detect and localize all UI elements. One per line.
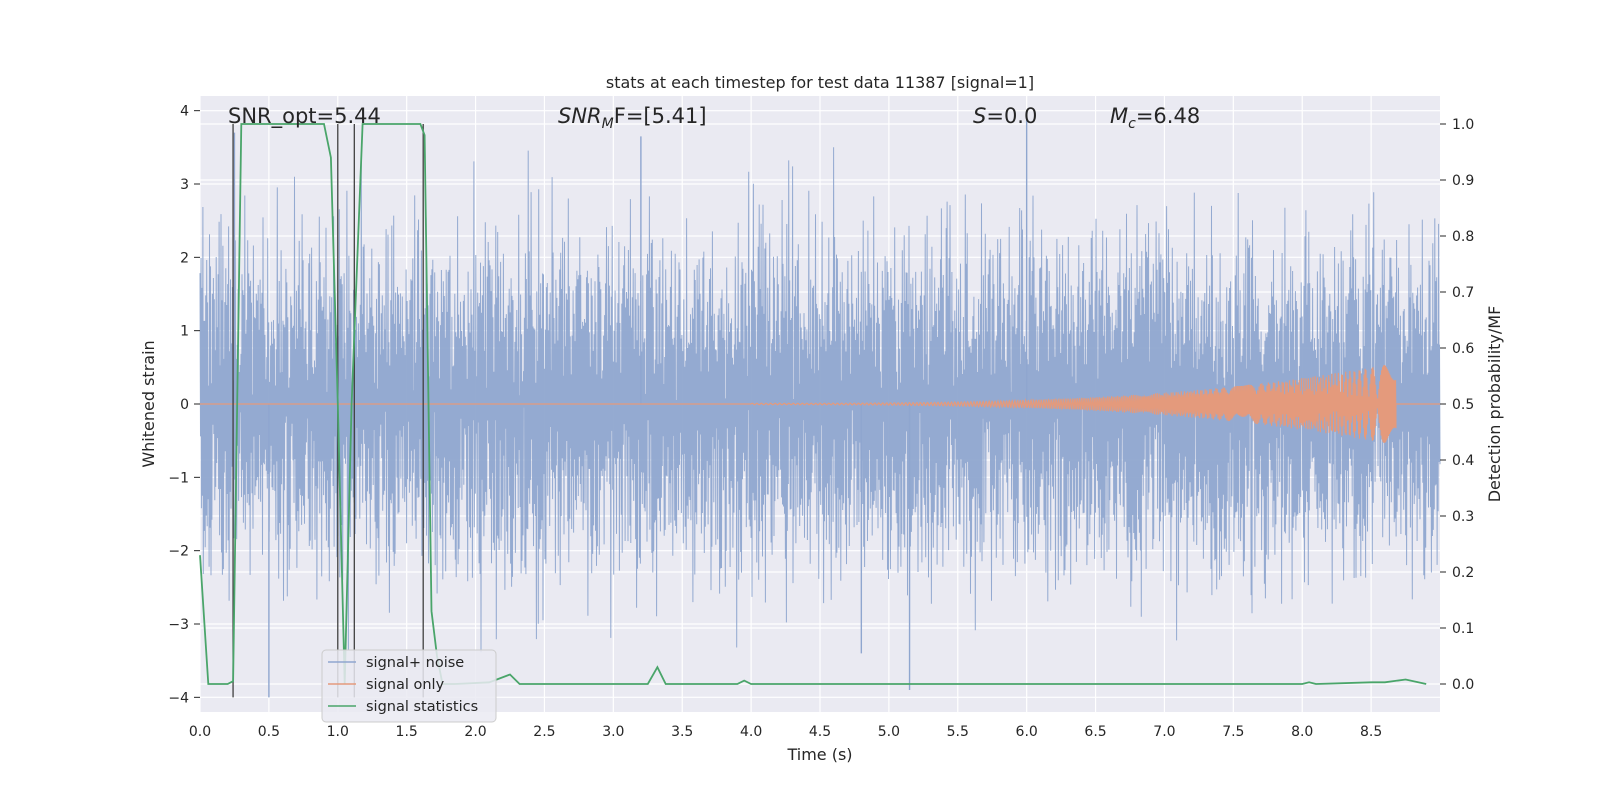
chart-title: stats at each timestep for test data 113…	[606, 73, 1034, 92]
y-axis-label: Whitened strain	[139, 340, 158, 467]
y2-tick-label-7: 0.7	[1452, 285, 1474, 301]
mc-main: M	[1110, 104, 1128, 128]
snr-mf-sub: M	[602, 116, 614, 132]
x-tick-label-16: 8.0	[1291, 724, 1313, 740]
signal-series	[200, 365, 1440, 443]
y2-tick-label-0: 0.0	[1452, 677, 1474, 693]
x-tick-label-2: 1.0	[327, 724, 349, 740]
y2-tick-label-2: 0.2	[1452, 565, 1474, 581]
x-tick-label-14: 7.0	[1153, 724, 1175, 740]
x-tick-label-9: 4.5	[809, 724, 831, 740]
snr-mf-annotation: SNRMF=[5.41]	[558, 104, 707, 132]
y-axis-ticks: −4 −3 −2 −1 0 1 2 3 4	[168, 104, 200, 706]
x-tick-label-10: 5.0	[878, 724, 900, 740]
mc-tail: =6.48	[1136, 104, 1200, 128]
noise-series	[199, 118, 1441, 698]
x-tick-label-5: 2.5	[533, 724, 555, 740]
x-axis-ticks: 0.0 0.5 1.0 1.5 2.0 2.5 3.0 3.5 4.0 4.5 5.0 5.5 6.0 6…	[189, 724, 1382, 740]
y2-tick-label-6: 0.6	[1452, 341, 1474, 357]
y2-tick-label-1: 0.1	[1452, 621, 1474, 637]
legend-label-noise: signal+ noise	[366, 655, 464, 671]
snr-opt-annotation: SNR_opt=5.44	[228, 104, 381, 129]
mc-annotation: Mc=6.48	[1110, 104, 1200, 132]
y2-axis-ticks: 0.0 0.1 0.2 0.3 0.4 0.5 0.6 0.7 0.8 0.9 1.0	[1440, 117, 1474, 693]
x-tick-label-6: 3.0	[602, 724, 624, 740]
legend-label-stats: signal statistics	[366, 699, 478, 715]
s-main: S	[973, 104, 986, 128]
series-signal-only-line	[200, 365, 1440, 443]
y-tick-label-6: 2	[180, 250, 189, 266]
y-tick-label-4: 0	[180, 397, 189, 413]
x-tick-label-13: 6.5	[1084, 724, 1106, 740]
y2-tick-label-10: 1.0	[1452, 117, 1474, 133]
legend-box	[321, 649, 497, 723]
series-signal-noise-line	[199, 147, 1441, 653]
s-tail: =0.0	[986, 104, 1037, 128]
x-tick-label-12: 6.0	[1016, 724, 1038, 740]
x-axis-label: Time (s)	[786, 745, 852, 764]
annotations: SNR_opt=5.44 SNRMF=[5.41] S=0.0 Mc=6.48	[228, 104, 1200, 132]
legend-label-signal: signal only	[366, 677, 445, 693]
y2-tick-label-5: 0.5	[1452, 397, 1474, 413]
y-tick-label-2: −2	[168, 544, 189, 560]
snr-mf-main: SNR	[558, 104, 602, 128]
x-tick-label-0: 0.0	[189, 724, 211, 740]
x-tick-label-4: 2.0	[464, 724, 486, 740]
y-tick-label-7: 3	[180, 177, 189, 193]
y2-tick-label-8: 0.8	[1452, 229, 1474, 245]
legend: signal+ noise signal only signal statist…	[321, 649, 497, 723]
x-tick-label-1: 0.5	[258, 724, 280, 740]
y2-axis-label: Detection probability/MF	[1485, 306, 1504, 503]
y-tick-label-8: 4	[180, 104, 189, 120]
y-tick-label-5: 1	[180, 324, 189, 340]
s-annotation: S=0.0	[973, 104, 1037, 128]
x-tick-label-8: 4.0	[740, 724, 762, 740]
y-tick-label-0: −4	[168, 690, 189, 706]
y2-tick-label-3: 0.3	[1452, 509, 1474, 525]
x-tick-label-17: 8.5	[1360, 724, 1382, 740]
y-tick-label-3: −1	[168, 470, 189, 486]
x-tick-label-3: 1.5	[396, 724, 418, 740]
x-tick-label-7: 3.5	[671, 724, 693, 740]
x-tick-label-15: 7.5	[1222, 724, 1244, 740]
snr-mf-tail: F=[5.41]	[614, 104, 707, 128]
x-tick-label-11: 5.5	[947, 724, 969, 740]
y2-tick-label-4: 0.4	[1452, 453, 1474, 469]
y2-tick-label-9: 0.9	[1452, 173, 1474, 189]
y-tick-label-1: −3	[168, 617, 189, 633]
mc-sub: c	[1128, 116, 1136, 132]
